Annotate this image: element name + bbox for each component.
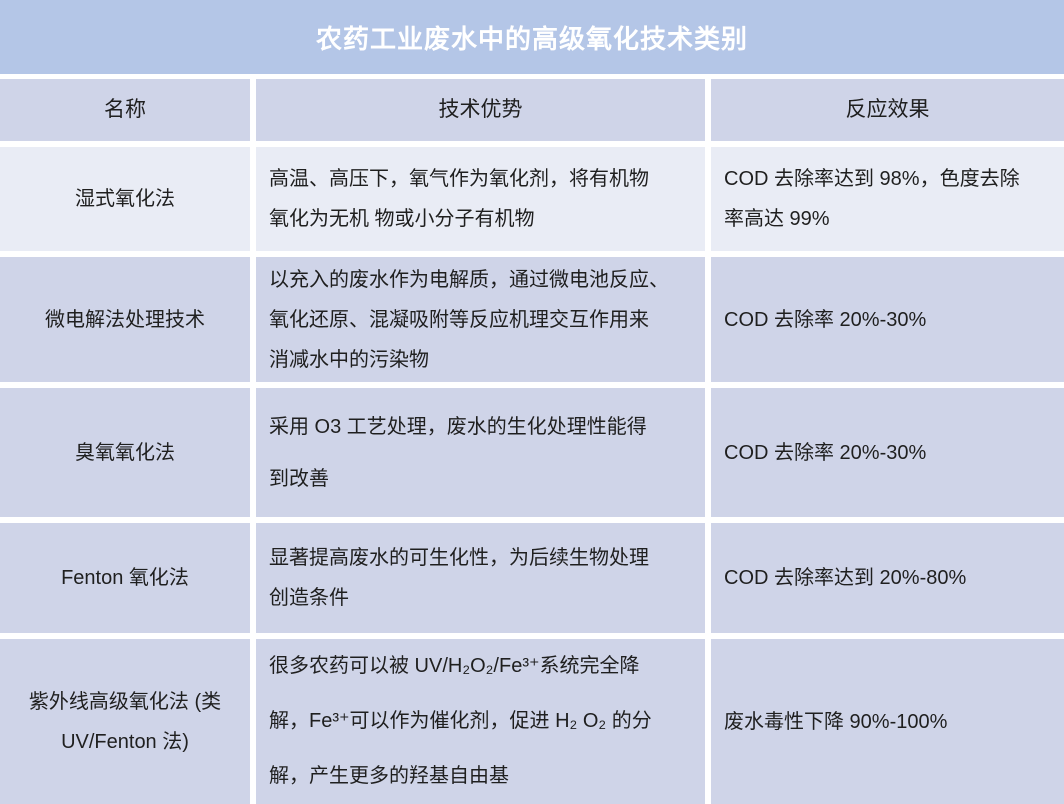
advantage-text: 很多农药可以被 UV/H₂O₂/Fe³⁺系统完全降 解，Fe³⁺可以作为催化剂，… [269,655,652,787]
technology-name: 微电解法处理技术 [45,308,205,331]
cell-effect: COD 去除率 20%-30% [711,257,1064,382]
advantage-text: 显著提高废水的可生化性，为后续生物处理 创造条件 [269,547,649,609]
column-header-effect: 反应效果 [711,79,1064,141]
effect-text: 废水毒性下降 90%-100% [724,710,948,733]
cell-advantage: 很多农药可以被 UV/H₂O₂/Fe³⁺系统完全降 解，Fe³⁺可以作为催化剂，… [256,639,705,804]
column-header-advantage: 技术优势 [256,79,705,141]
cell-name: 湿式氧化法 [0,147,250,251]
advantage-text: 采用 O3 工艺处理，废水的生化处理性能得 到改善 [269,415,647,490]
cell-effect: COD 去除率达到 98%，色度去除 率高达 99% [711,147,1064,251]
column-header-name: 名称 [0,79,250,141]
cell-effect: COD 去除率 20%-30% [711,388,1064,517]
column-header-label: 反应效果 [845,98,930,121]
effect-text: COD 去除率 20%-30% [724,441,927,464]
technology-name: 紫外线高级氧化法 (类 UV/Fenton 法) [28,690,222,753]
cell-name: 臭氧氧化法 [0,388,250,517]
table-header-row: 名称 技术优势 反应效果 [0,79,1064,141]
cell-advantage: 显著提高废水的可生化性，为后续生物处理 创造条件 [256,523,705,633]
cell-advantage: 以充入的废水作为电解质，通过微电池反应、 氧化还原、混凝吸附等反应机理交互作用来… [256,257,705,382]
cell-advantage: 采用 O3 工艺处理，废水的生化处理性能得 到改善 [256,388,705,517]
table-row: Fenton 氧化法 显著提高废水的可生化性，为后续生物处理 创造条件 COD … [0,523,1064,633]
table-row: 微电解法处理技术 以充入的废水作为电解质，通过微电池反应、 氧化还原、混凝吸附等… [0,257,1064,382]
effect-text: COD 去除率 20%-30% [724,308,927,331]
technology-name: Fenton 氧化法 [61,567,189,589]
cell-effect: 废水毒性下降 90%-100% [711,639,1064,804]
table-row: 湿式氧化法 高温、高压下，氧气作为氧化剂，将有机物 氧化为无机 物或小分子有机物… [0,147,1064,251]
table-title-bar: 农药工业废水中的高级氧化技术类别 [0,0,1064,74]
cell-name: Fenton 氧化法 [0,523,250,633]
effect-text: COD 去除率达到 20%-80% [724,567,967,589]
technology-name: 湿式氧化法 [75,188,175,210]
technology-name: 臭氧氧化法 [75,441,175,464]
advantage-text: 以充入的废水作为电解质，通过微电池反应、 氧化还原、混凝吸附等反应机理交互作用来… [269,268,669,371]
cell-name: 微电解法处理技术 [0,257,250,382]
advantage-text: 高温、高压下，氧气作为氧化剂，将有机物 氧化为无机 物或小分子有机物 [269,168,649,230]
effect-text: COD 去除率达到 98%，色度去除 率高达 99% [724,168,1020,230]
cell-name: 紫外线高级氧化法 (类 UV/Fenton 法) [0,639,250,804]
column-header-label: 技术优势 [438,98,523,121]
table-row: 臭氧氧化法 采用 O3 工艺处理，废水的生化处理性能得 到改善 COD 去除率 … [0,388,1064,517]
table-row: 紫外线高级氧化法 (类 UV/Fenton 法) 很多农药可以被 UV/H₂O₂… [0,639,1064,804]
column-header-label: 名称 [104,98,146,121]
cell-advantage: 高温、高压下，氧气作为氧化剂，将有机物 氧化为无机 物或小分子有机物 [256,147,705,251]
cell-effect: COD 去除率达到 20%-80% [711,523,1064,633]
table-title: 农药工业废水中的高级氧化技术类别 [315,23,748,54]
